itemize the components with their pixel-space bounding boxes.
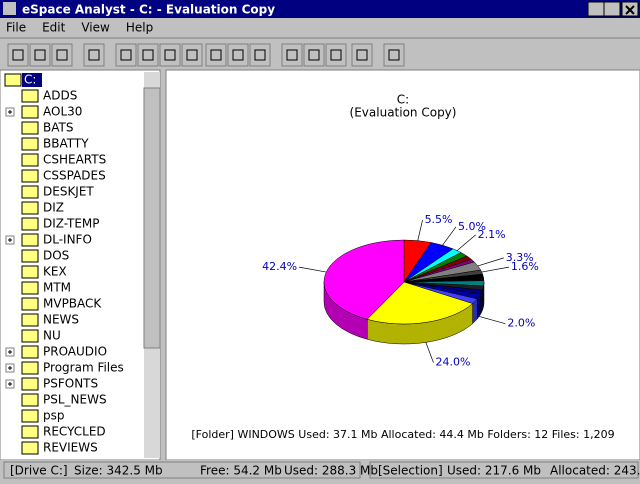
folder-icon xyxy=(22,426,38,438)
slice-label: 2.1% xyxy=(478,228,506,241)
status-text: [Selection] xyxy=(378,464,443,478)
tree-item[interactable]: MVPBACK xyxy=(43,297,102,311)
toolbar-button[interactable] xyxy=(326,44,346,66)
folder-icon xyxy=(22,90,38,102)
folder-icon xyxy=(22,122,38,134)
toolbar-button[interactable] xyxy=(30,44,50,66)
status-text: Free: 54.2 Mb xyxy=(200,464,282,478)
slice-label: 24.0% xyxy=(435,356,470,369)
tree-item[interactable]: psp xyxy=(43,409,65,423)
toolbar-button[interactable] xyxy=(160,44,180,66)
folder-icon xyxy=(22,186,38,198)
slice-label: 42.4% xyxy=(262,260,297,273)
toolbar-button[interactable] xyxy=(282,44,302,66)
menu-item[interactable]: Help xyxy=(126,21,153,35)
tree-item[interactable]: BBATTY xyxy=(43,137,89,151)
folder-icon xyxy=(22,250,38,262)
folder-icon xyxy=(22,266,38,278)
minimize-button[interactable] xyxy=(588,2,604,16)
tree-item[interactable]: DESKJET xyxy=(43,185,94,199)
toolbar-button[interactable] xyxy=(304,44,324,66)
folder-icon xyxy=(22,362,38,374)
menu-item[interactable]: Edit xyxy=(42,21,66,35)
toolbar-button[interactable] xyxy=(8,44,28,66)
menu-item[interactable]: View xyxy=(81,21,110,35)
folder-icon xyxy=(22,314,38,326)
folder-icon xyxy=(22,394,38,406)
folder-icon xyxy=(22,234,38,246)
tree-item[interactable]: PSL_NEWS xyxy=(43,393,107,407)
folder-icon xyxy=(22,202,38,214)
chart-title: C: xyxy=(397,93,409,107)
status-text: Size: 342.5 Mb xyxy=(74,464,163,478)
folder-icon xyxy=(22,138,38,150)
folder-icon xyxy=(22,346,38,358)
slice-label: 5.5% xyxy=(425,213,453,226)
toolbar-button[interactable] xyxy=(138,44,158,66)
folder-icon xyxy=(22,170,38,182)
slice-label: 2.0% xyxy=(507,317,535,330)
tree-root[interactable]: C: xyxy=(24,73,36,87)
tree-item[interactable]: ADDS xyxy=(43,89,77,103)
folder-icon xyxy=(22,442,38,454)
tree-item[interactable]: PROAUDIO xyxy=(43,345,107,359)
toolbar-button[interactable] xyxy=(84,44,104,66)
folder-icon xyxy=(22,282,38,294)
app-icon xyxy=(3,2,16,15)
tree-item[interactable]: RECYCLED xyxy=(43,425,106,439)
toolbar-button[interactable] xyxy=(250,44,270,66)
slice-label: 1.6% xyxy=(511,260,539,273)
tree-item[interactable]: CSSPADES xyxy=(43,169,106,183)
chart-subtitle: (Evaluation Copy) xyxy=(350,106,457,120)
toolbar-button[interactable] xyxy=(182,44,202,66)
folder-info: [Folder] WINDOWS Used: 37.1 Mb Allocated… xyxy=(191,428,614,441)
folder-icon xyxy=(22,410,38,422)
tree-item[interactable]: DOS xyxy=(43,249,69,263)
window-title: eSpace Analyst - C: - Evaluation Copy xyxy=(22,3,275,17)
toolbar-button[interactable] xyxy=(384,44,404,66)
tree-item[interactable]: Program Files xyxy=(43,361,124,375)
tree-item[interactable]: REVIEWS xyxy=(43,441,98,455)
tree-item[interactable]: DIZ-TEMP xyxy=(43,217,100,231)
restore-button[interactable] xyxy=(604,2,620,16)
folder-icon xyxy=(22,330,38,342)
menu-item[interactable]: File xyxy=(6,21,26,35)
folder-icon xyxy=(22,218,38,230)
folder-icon xyxy=(22,298,38,310)
status-text: [Drive C:] xyxy=(10,464,68,478)
folder-icon xyxy=(5,74,21,86)
tree-item[interactable]: CSHEARTS xyxy=(43,153,106,167)
status-text: Allocated: 243.6 xyxy=(550,464,640,478)
folder-icon xyxy=(22,154,38,166)
tree-item[interactable]: NU xyxy=(43,329,61,343)
tree-item[interactable]: NEWS xyxy=(43,313,79,327)
tree-item[interactable]: AOL30 xyxy=(43,105,82,119)
folder-icon xyxy=(22,106,38,118)
toolbar-button[interactable] xyxy=(206,44,226,66)
tree-item[interactable]: KEX xyxy=(43,265,67,279)
window-controls xyxy=(588,2,638,16)
toolbar-button[interactable] xyxy=(52,44,72,66)
status-text: Used: 288.3 Mb xyxy=(284,464,378,478)
tree-item[interactable]: BATS xyxy=(43,121,73,135)
tree-item[interactable]: MTM xyxy=(43,281,71,295)
scroll-thumb[interactable] xyxy=(144,88,160,348)
tree-item[interactable]: PSFONTS xyxy=(43,377,98,391)
status-text: Used: 217.6 Mb xyxy=(447,464,541,478)
toolbar-button[interactable] xyxy=(116,44,136,66)
toolbar-button[interactable] xyxy=(352,44,372,66)
tree-item[interactable]: DIZ xyxy=(43,201,64,215)
toolbar-button[interactable] xyxy=(228,44,248,66)
folder-icon xyxy=(22,378,38,390)
tree-item[interactable]: DL-INFO xyxy=(43,233,92,247)
